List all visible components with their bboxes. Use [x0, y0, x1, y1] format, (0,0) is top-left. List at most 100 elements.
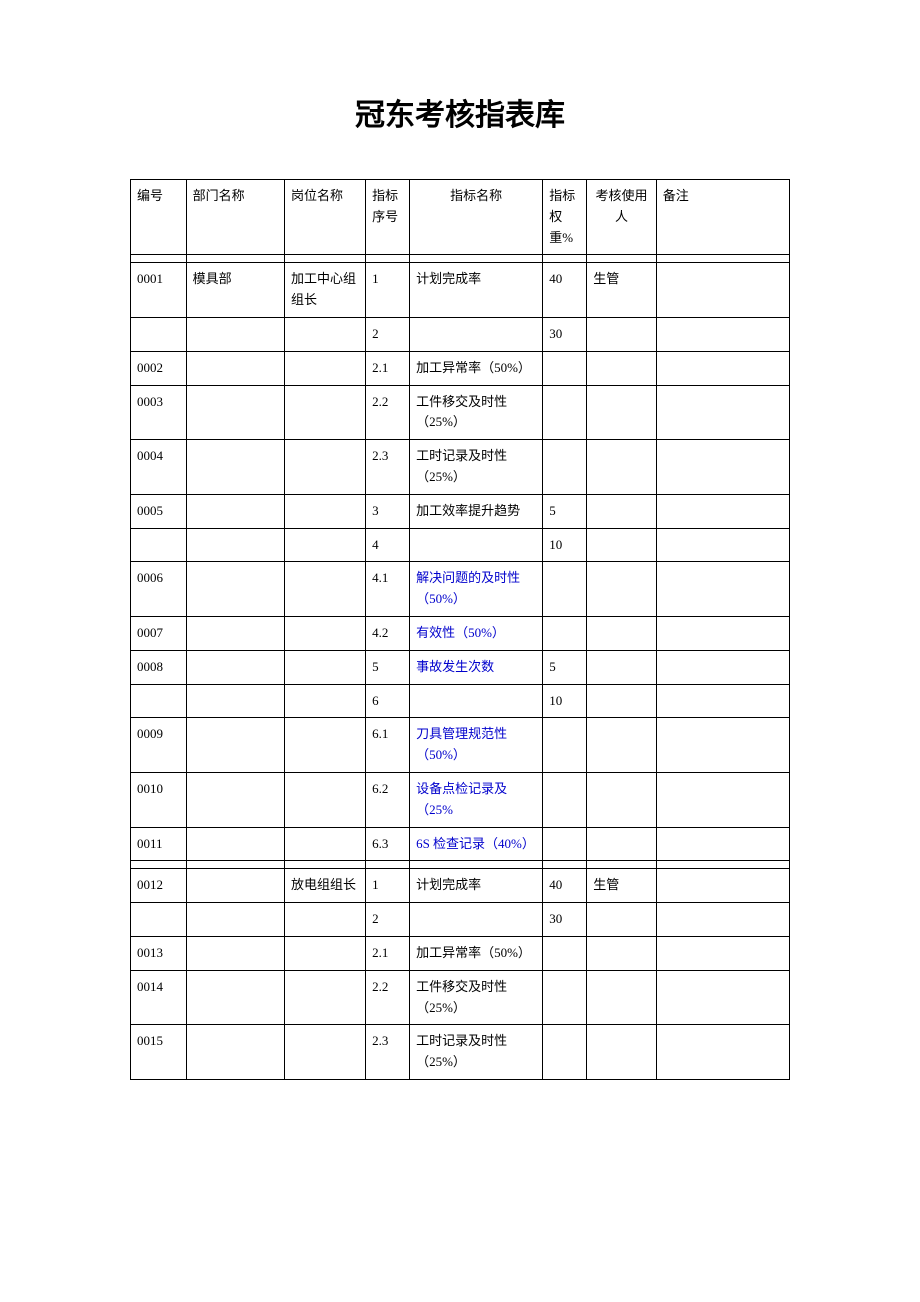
table-row [131, 255, 790, 263]
table-row: 0015 2.3工时记录及时性（25%） [131, 1025, 790, 1080]
cell-note [656, 684, 789, 718]
spacer-cell [131, 255, 187, 263]
cell-id: 0014 [131, 970, 187, 1025]
cell-seq: 6.3 [366, 827, 410, 861]
cell-user: 生管 [587, 869, 656, 903]
cell-user [587, 562, 656, 617]
cell-name: 计划完成率 [410, 263, 543, 318]
cell-seq: 4.1 [366, 562, 410, 617]
cell-weight [543, 616, 587, 650]
table-row: 00064.1解决问题的及时性（50%） [131, 562, 790, 617]
cell-dept [186, 772, 284, 827]
cell-name: 解决问题的及时性（50%） [410, 562, 543, 617]
cell-name: 有效性（50%） [410, 616, 543, 650]
cell-id: 0011 [131, 827, 187, 861]
cell-name: 工时记录及时性（25%） [410, 1025, 543, 1080]
cell-user [587, 936, 656, 970]
cell-dept [186, 827, 284, 861]
cell-weight [543, 385, 587, 440]
cell-seq: 5 [366, 650, 410, 684]
table-row: 00032.2工件移交及时性（25%） [131, 385, 790, 440]
cell-pos [285, 772, 366, 827]
cell-id [131, 684, 187, 718]
cell-user [587, 718, 656, 773]
cell-dept [186, 718, 284, 773]
cell-seq: 6 [366, 684, 410, 718]
cell-pos [285, 351, 366, 385]
spacer-cell [186, 861, 284, 869]
cell-weight: 40 [543, 869, 587, 903]
cell-name: 加工异常率（50%） [410, 351, 543, 385]
cell-note [656, 616, 789, 650]
cell-id: 0012 [131, 869, 187, 903]
cell-seq: 4 [366, 528, 410, 562]
cell-seq: 2.2 [366, 970, 410, 1025]
cell-pos [285, 528, 366, 562]
cell-id [131, 528, 187, 562]
cell-name: 计划完成率 [410, 869, 543, 903]
cell-user [587, 970, 656, 1025]
header-seq: 指标序号 [366, 180, 410, 255]
cell-id: 0015 [131, 1025, 187, 1080]
cell-seq: 2 [366, 903, 410, 937]
table-body: 0001模具部加工中心组组长1计划完成率40生管23000022.1加工异常率（… [131, 255, 790, 1080]
cell-user [587, 528, 656, 562]
spacer-cell [587, 861, 656, 869]
cell-seq: 2.1 [366, 936, 410, 970]
cell-seq: 2.3 [366, 1025, 410, 1080]
table-row: 0014 2.2工件移交及时性（25%） [131, 970, 790, 1025]
cell-note [656, 317, 789, 351]
cell-dept [186, 494, 284, 528]
cell-id [131, 903, 187, 937]
cell-pos [285, 440, 366, 495]
cell-dept [186, 317, 284, 351]
cell-dept [186, 684, 284, 718]
cell-note [656, 528, 789, 562]
cell-name: 事故发生次数 [410, 650, 543, 684]
cell-name: 加工异常率（50%） [410, 936, 543, 970]
header-note: 备注 [656, 180, 789, 255]
cell-weight [543, 351, 587, 385]
cell-id: 0013 [131, 936, 187, 970]
cell-note [656, 970, 789, 1025]
cell-note [656, 562, 789, 617]
table-row: 410 [131, 528, 790, 562]
cell-pos [285, 385, 366, 440]
header-user: 考核使用人 [587, 180, 656, 255]
table-row: 00022.1加工异常率（50%） [131, 351, 790, 385]
cell-note [656, 827, 789, 861]
cell-id: 0001 [131, 263, 187, 318]
spacer-cell [186, 255, 284, 263]
cell-weight [543, 562, 587, 617]
cell-note [656, 385, 789, 440]
spacer-cell [410, 861, 543, 869]
table-row: 00085事故发生次数5 [131, 650, 790, 684]
spacer-cell [543, 861, 587, 869]
cell-seq: 1 [366, 263, 410, 318]
cell-user [587, 317, 656, 351]
cell-dept [186, 528, 284, 562]
spacer-cell [543, 255, 587, 263]
cell-name: 6S 检查记录（40%） [410, 827, 543, 861]
spacer-cell [656, 861, 789, 869]
cell-user: 生管 [587, 263, 656, 318]
cell-weight [543, 970, 587, 1025]
cell-weight: 30 [543, 903, 587, 937]
cell-note [656, 718, 789, 773]
cell-seq: 2.2 [366, 385, 410, 440]
cell-name: 工件移交及时性（25%） [410, 970, 543, 1025]
cell-note [656, 494, 789, 528]
cell-weight [543, 718, 587, 773]
cell-note [656, 440, 789, 495]
cell-weight: 40 [543, 263, 587, 318]
cell-seq: 3 [366, 494, 410, 528]
cell-user [587, 616, 656, 650]
cell-pos [285, 718, 366, 773]
cell-weight: 10 [543, 684, 587, 718]
cell-note [656, 869, 789, 903]
cell-pos: 放电组组长 [285, 869, 366, 903]
cell-pos [285, 1025, 366, 1080]
cell-pos [285, 684, 366, 718]
cell-weight: 30 [543, 317, 587, 351]
cell-note [656, 650, 789, 684]
